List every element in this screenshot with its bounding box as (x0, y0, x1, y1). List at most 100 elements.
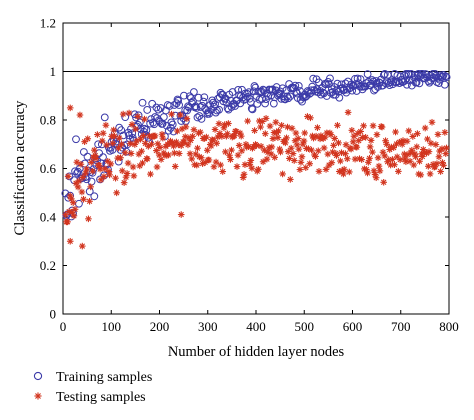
testing-point (362, 134, 369, 141)
training-point (140, 124, 149, 133)
testing-point (64, 173, 72, 180)
testing-point (443, 144, 450, 152)
testing-point (125, 109, 133, 117)
testing-point (198, 154, 205, 162)
testing-point (287, 144, 295, 152)
x-tick-label: 100 (102, 319, 122, 334)
testing-point (399, 137, 407, 144)
testing-point (335, 139, 342, 147)
testing-point (348, 127, 356, 134)
testing-point (80, 195, 87, 203)
testing-point (87, 159, 95, 166)
y-tick-label: 1 (50, 64, 57, 79)
testing-point (121, 149, 129, 157)
training-point (261, 99, 269, 108)
training-point (278, 84, 287, 93)
x-tick-label: 300 (198, 319, 218, 334)
testing-point (346, 168, 353, 176)
testing-point (111, 132, 118, 140)
testing-point (144, 155, 151, 163)
training-point (142, 125, 151, 134)
training-point (286, 92, 295, 101)
y-tick-label: 1.2 (40, 16, 56, 31)
testing-point (289, 150, 297, 157)
legend: Training samples Testing samples (33, 370, 152, 405)
testing-point (126, 140, 134, 147)
x-tick-label: 500 (295, 319, 315, 334)
testing-point (433, 160, 441, 167)
testing-point (84, 135, 92, 143)
testing-point (214, 133, 222, 141)
training-point (268, 85, 277, 94)
testing-point (342, 150, 349, 157)
testing-point (426, 170, 434, 178)
training-point (99, 153, 107, 162)
testing-point (205, 156, 213, 164)
testing-point (137, 135, 144, 143)
testing-point (177, 111, 184, 119)
training-point (402, 70, 410, 78)
testing-point (192, 150, 200, 158)
testing-point (102, 121, 110, 129)
training-point (143, 106, 152, 114)
testing-point (103, 141, 111, 149)
testing-point (193, 161, 201, 169)
testing-point (189, 133, 196, 140)
testing-point (315, 167, 323, 175)
testing-point (69, 199, 77, 206)
training-point (348, 86, 357, 95)
training-point (284, 94, 293, 103)
testing-point (367, 137, 375, 144)
testing-series (62, 104, 450, 250)
testing-point (393, 153, 401, 161)
testing-point (113, 189, 120, 197)
testing-point (212, 158, 220, 166)
testing-point (389, 156, 396, 163)
testing-point (262, 130, 269, 137)
testing-point (410, 161, 418, 169)
testing-point (182, 123, 190, 131)
legend-label-training: Training samples (56, 370, 152, 385)
testing-point (183, 115, 191, 122)
testing-point (268, 143, 276, 151)
testing-point (217, 161, 224, 169)
training-point (310, 86, 319, 94)
testing-point (132, 125, 139, 133)
testing-point (298, 153, 306, 161)
x-tick-label: 200 (150, 319, 170, 334)
testing-point (188, 155, 196, 163)
testing-point (128, 121, 136, 128)
testing-point (130, 172, 138, 180)
testing-point (277, 148, 284, 156)
training-point (159, 113, 168, 121)
training-point (379, 71, 388, 79)
testing-point (156, 144, 164, 151)
testing-point (91, 146, 98, 154)
testing-point (240, 171, 248, 178)
testing-point (98, 137, 106, 145)
testing-point (151, 132, 159, 140)
testing-point (373, 131, 381, 138)
testing-point (437, 168, 444, 175)
y-tick-label: 0.2 (40, 258, 56, 273)
testing-point (70, 212, 78, 220)
testing-point (322, 166, 330, 173)
training-point (117, 126, 126, 135)
training-point (351, 75, 359, 83)
testing-point (71, 205, 79, 213)
legend-circle-marker (33, 371, 43, 381)
training-point (353, 74, 362, 83)
testing-point (259, 158, 267, 166)
training-point (194, 93, 203, 102)
testing-point (244, 117, 251, 125)
testing-point (355, 137, 363, 144)
testing-point (290, 157, 298, 164)
testing-point (378, 123, 386, 131)
testing-point (414, 130, 421, 137)
x-tick-label: 700 (391, 319, 411, 334)
testing-point (87, 183, 94, 191)
testing-point (184, 141, 192, 149)
training-point (435, 79, 443, 87)
testing-point (425, 148, 433, 155)
testing-point (153, 147, 160, 154)
